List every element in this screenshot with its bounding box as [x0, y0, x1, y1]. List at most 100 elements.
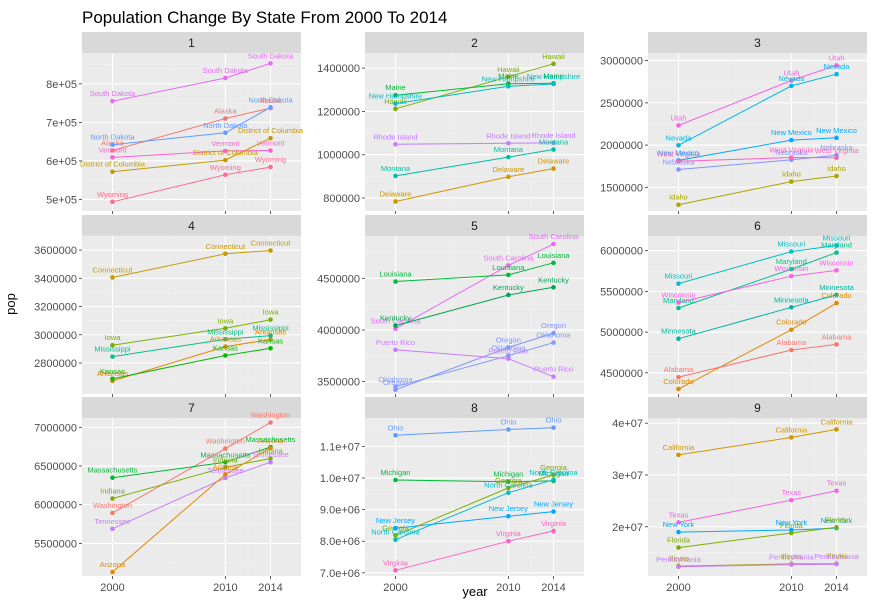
- point-label: New Mexico: [816, 126, 857, 135]
- data-point: [676, 545, 681, 550]
- point-label: Virginia: [496, 529, 522, 538]
- point-label: Florida: [825, 515, 849, 524]
- series-delaware: Delaware Delaware Delaware: [380, 157, 569, 204]
- point-label: Washington: [206, 437, 245, 446]
- point-label: Montana: [381, 164, 411, 173]
- y-tick-label: 2500000: [600, 98, 643, 110]
- point-label: Wyoming: [255, 155, 286, 164]
- point-label: Kentucky: [493, 283, 524, 292]
- data-point: [676, 281, 681, 286]
- data-point: [789, 78, 794, 83]
- point-label: Wisconsin: [661, 290, 695, 299]
- data-point: [834, 71, 839, 77]
- x-tick-label: 2014: [258, 582, 282, 594]
- y-tick-label: 7e+05: [46, 117, 77, 129]
- facet-strip: [365, 397, 584, 418]
- data-point: [834, 250, 839, 255]
- series-new-jersey: New Jersey New Jersey New Jersey: [376, 500, 573, 531]
- point-label: Utah: [783, 69, 799, 78]
- series-puerto-rico: Puerto Rico Puerto Rico Puerto Rico: [376, 338, 573, 379]
- point-label: New Jersey: [489, 504, 528, 513]
- point-label: Kansas: [258, 336, 283, 345]
- facet-strip-label: 7: [188, 401, 195, 415]
- data-point: [223, 75, 228, 81]
- y-tick-label: 3400000: [34, 273, 77, 285]
- data-point: [110, 169, 115, 174]
- data-point: [223, 116, 228, 121]
- data-point: [110, 199, 115, 205]
- data-point: [551, 374, 556, 379]
- point-label: Puerto Rico: [376, 338, 415, 347]
- series-oklahoma: Oklahoma Oklahoma Oklahoma: [378, 331, 571, 390]
- y-tick-label: 5000000: [600, 327, 643, 339]
- data-point: [223, 325, 228, 331]
- point-label: Arizona: [258, 436, 284, 445]
- point-label: New York: [821, 516, 853, 525]
- point-label: Connecticut: [93, 265, 134, 274]
- y-tick-label: 9.0e+06: [320, 505, 360, 517]
- facet-strip: [648, 397, 867, 418]
- point-label: Arkansas: [255, 328, 287, 337]
- point-label: Ohio: [500, 417, 516, 426]
- point-label: Arizona: [213, 462, 239, 471]
- data-point: [110, 496, 115, 501]
- series-wisconsin: Wisconsin Wisconsin Wisconsin: [661, 258, 854, 305]
- data-point: [676, 336, 681, 342]
- point-label: North Dakota: [203, 121, 248, 130]
- data-point: [676, 167, 681, 172]
- data-point: [506, 174, 511, 180]
- point-label: Rhode Island: [373, 132, 417, 141]
- data-point: [551, 330, 556, 336]
- point-label: Maryland: [776, 257, 807, 266]
- series-new-mexico: New Mexico New Mexico New Mexico: [658, 126, 857, 163]
- point-label: Alaska: [259, 96, 282, 105]
- point-label: South Dakota: [248, 51, 294, 60]
- y-tick-label: 4e+07: [612, 418, 643, 430]
- y-tick-label: 1.1e+07: [320, 441, 360, 453]
- point-label: Idaho: [827, 164, 846, 173]
- data-point: [393, 106, 398, 112]
- point-label: South Dakota: [90, 89, 136, 98]
- data-point: [789, 530, 794, 536]
- series-florida: Florida Florida Florida: [667, 515, 849, 550]
- series-ohio: Ohio Ohio Ohio: [388, 416, 561, 438]
- y-tick-label: 5500000: [34, 538, 77, 550]
- series-california: California California California: [663, 417, 853, 458]
- y-tick-label: 1.0e+07: [320, 473, 360, 485]
- point-label: New Hampshire: [527, 72, 580, 81]
- point-label: Wyoming: [210, 163, 241, 172]
- point-label: Iowa: [217, 316, 234, 325]
- data-point: [223, 446, 228, 451]
- data-point: [223, 251, 228, 257]
- x-tick-label: 2010: [213, 582, 237, 594]
- point-label: Mississippi: [252, 324, 289, 333]
- data-point: [223, 460, 228, 465]
- point-label: Virginia: [541, 519, 567, 528]
- data-point: [223, 353, 228, 358]
- data-point: [223, 344, 228, 349]
- data-point: [676, 300, 681, 305]
- point-label: Nebraska: [820, 143, 853, 152]
- y-tick-label: 3600000: [34, 245, 77, 257]
- x-axis-title: year: [462, 584, 488, 599]
- data-point: [676, 159, 681, 164]
- data-point: [789, 305, 794, 310]
- data-point: [393, 92, 398, 98]
- data-point: [268, 445, 273, 451]
- data-point: [393, 384, 398, 390]
- series-pennsylvania: Pennsylvania Pennsylvania Pennsylvania: [656, 552, 860, 570]
- y-tick-label: 3200000: [34, 302, 77, 314]
- data-point: [268, 337, 273, 342]
- facet-panel-7: 7 5500000 6000000 6500000 7000000 2000 2010 201…: [34, 397, 301, 594]
- point-label: Colorado: [776, 318, 806, 327]
- x-tick-label: 2010: [779, 582, 803, 594]
- point-label: Puerto Rico: [534, 365, 573, 374]
- point-label: West Virginia: [815, 146, 860, 155]
- y-tick-label: 3000000: [600, 56, 643, 68]
- data-point: [551, 147, 556, 152]
- data-point: [551, 166, 556, 171]
- facet-strip-label: 1: [188, 36, 195, 50]
- facet-strip: [82, 32, 301, 53]
- data-point: [110, 275, 115, 280]
- point-label: Ohio: [388, 423, 404, 432]
